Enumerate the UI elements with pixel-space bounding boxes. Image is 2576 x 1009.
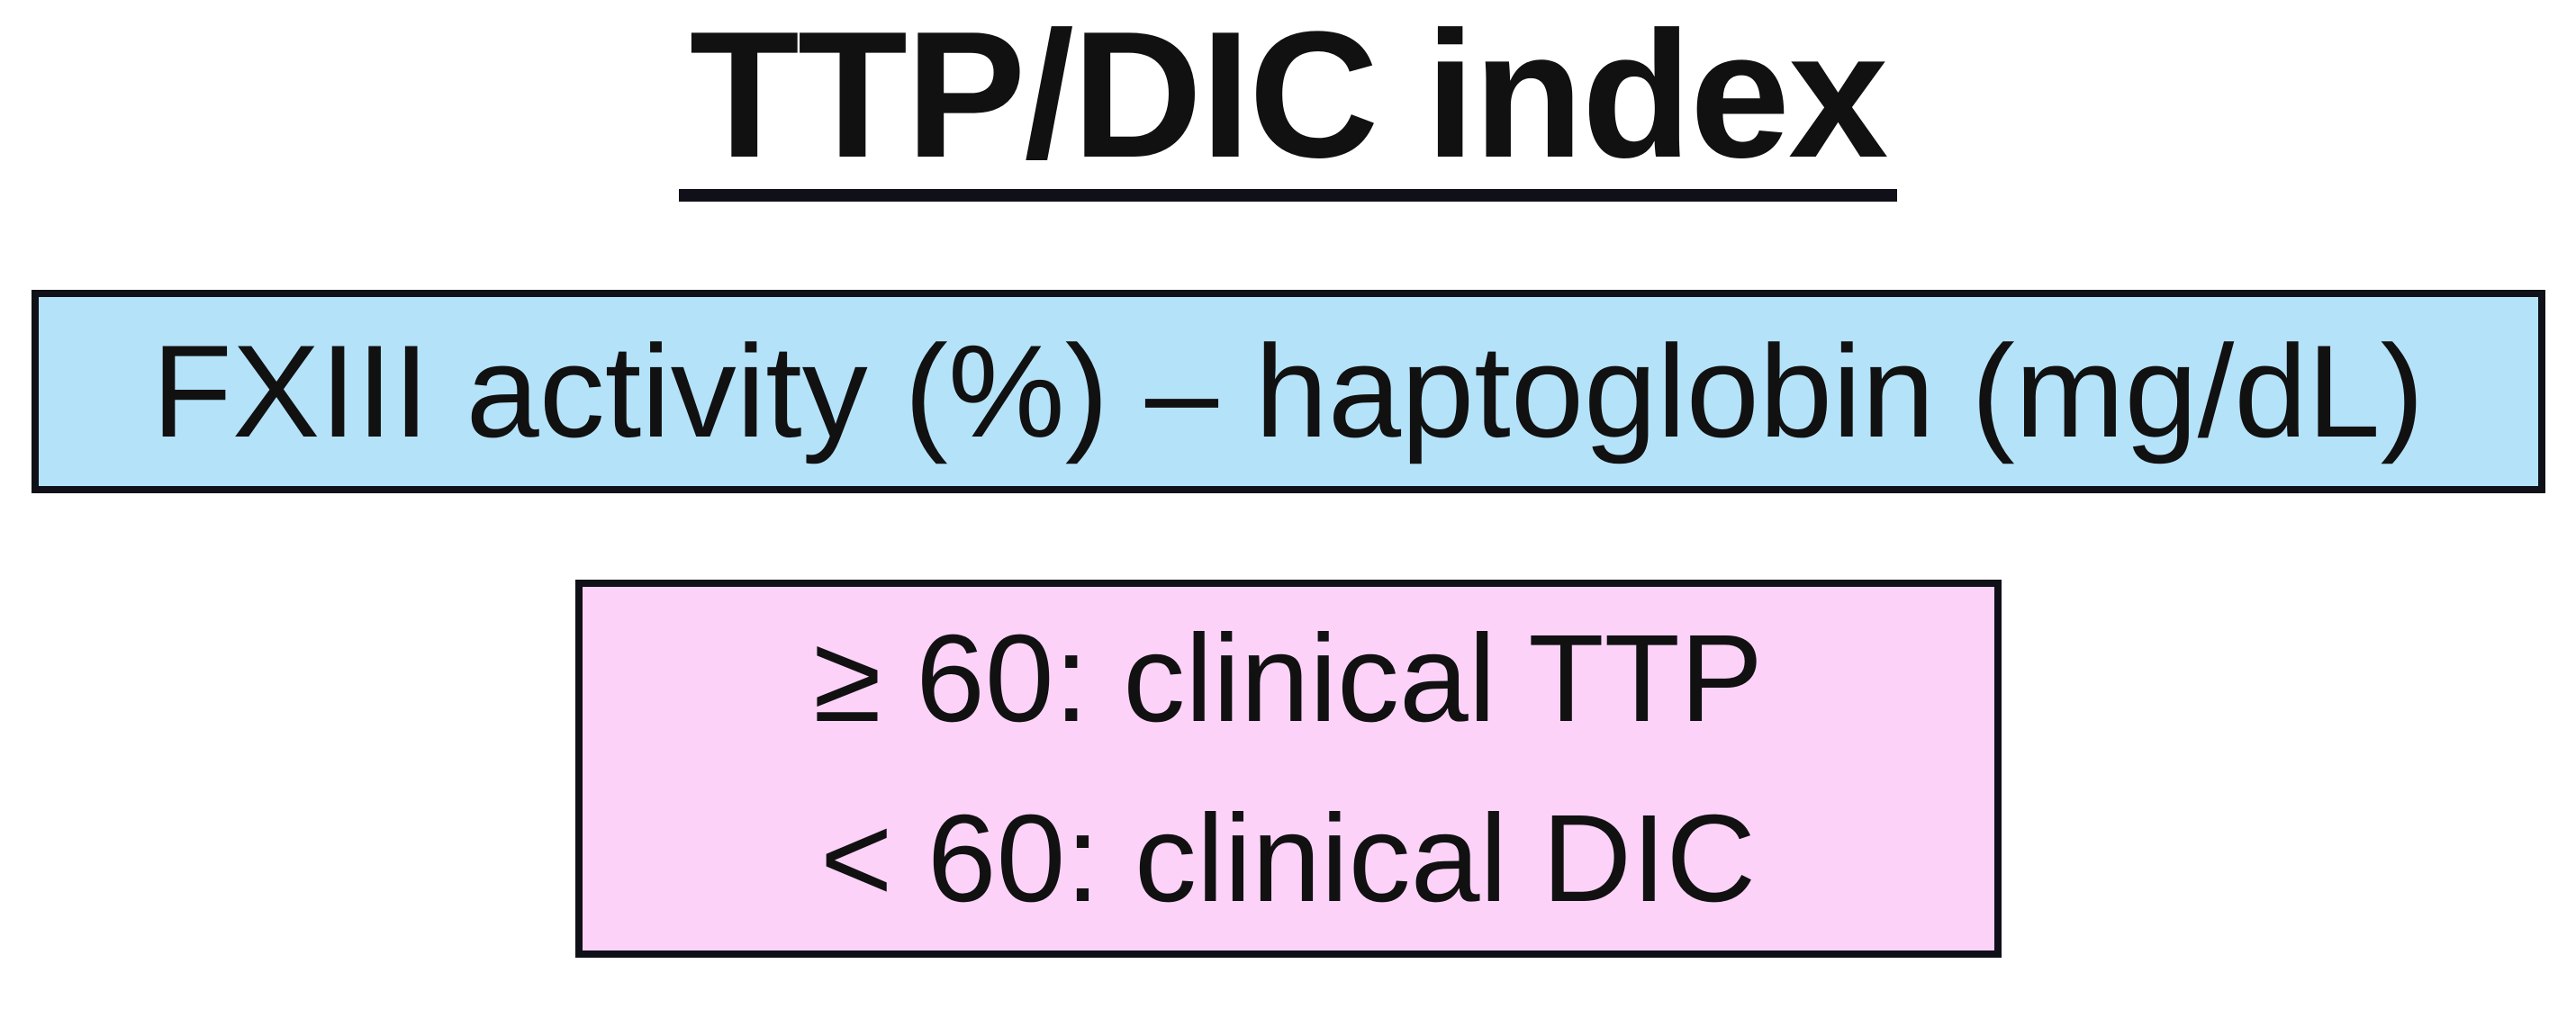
formula-box: FXIII activity (%) – haptoglobin (mg/dL) xyxy=(31,290,2545,493)
result-line-dic: < 60: clinical DIC xyxy=(819,789,1757,928)
result-line-ttp: ≥ 60: clinical TTP xyxy=(813,608,1763,748)
formula-text: FXIII activity (%) – haptoglobin (mg/dL) xyxy=(151,318,2425,464)
page-title: TTP/DIC index xyxy=(678,5,1898,202)
result-box: ≥ 60: clinical TTP < 60: clinical DIC xyxy=(574,580,2002,958)
